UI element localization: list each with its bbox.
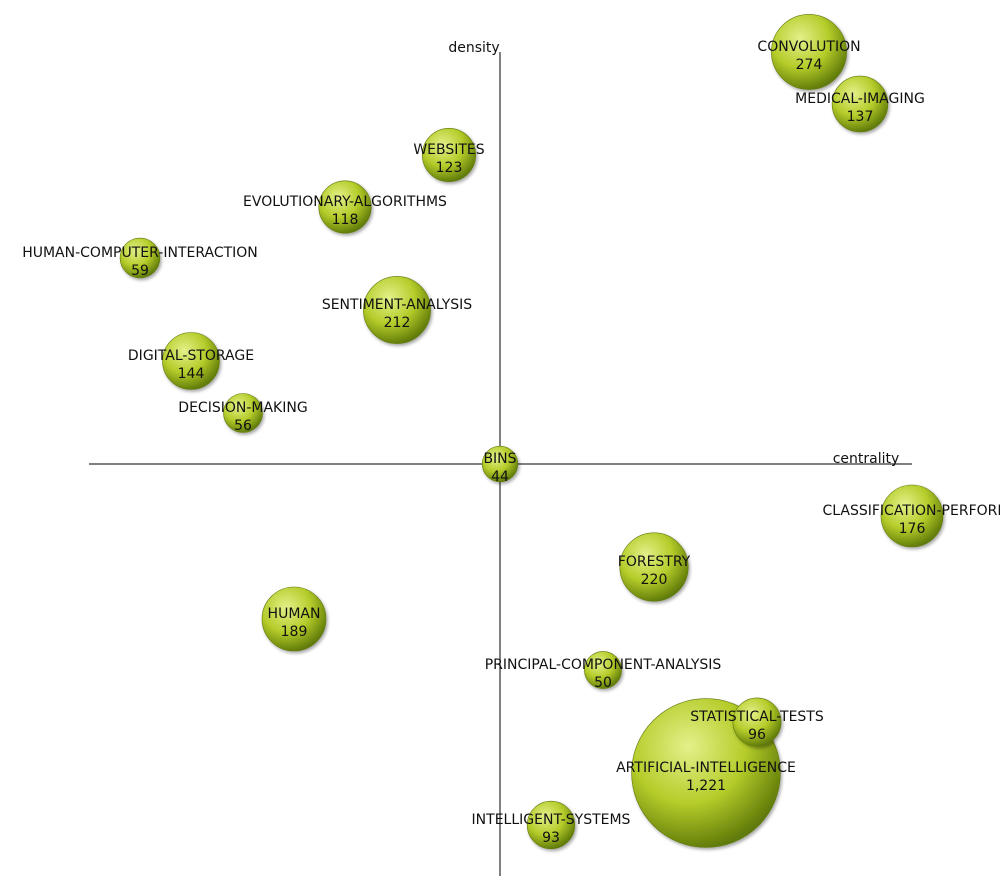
bubble-count: 59: [131, 263, 149, 279]
bubble-label: BINS: [483, 451, 516, 467]
bubble[interactable]: [119, 237, 161, 279]
bubble-count: 189: [281, 624, 308, 640]
bubble-count: 50: [594, 675, 612, 691]
bubble-label: HUMAN-COMPUTER-INTERACTION: [22, 245, 258, 261]
bubble-count: 93: [542, 830, 560, 846]
bubble-label: PRINCIPAL-COMPONENT-ANALYSIS: [485, 657, 722, 673]
bubble-label: ARTIFICIAL-INTELLIGENCE: [616, 760, 796, 776]
bubble-count: 44: [491, 469, 509, 485]
bubble-count: 144: [178, 366, 205, 382]
bubble-label: SENTIMENT-ANALYSIS: [322, 297, 472, 313]
bubble-count: 123: [436, 160, 463, 176]
bubble-label: WEBSITES: [413, 142, 484, 158]
bubble[interactable]: [318, 180, 372, 234]
bubble[interactable]: [880, 484, 944, 548]
bubble-count: 118: [332, 212, 359, 228]
bubble[interactable]: [421, 128, 476, 183]
bubble-count: 220: [641, 572, 668, 588]
bubble-count: 96: [748, 727, 766, 743]
bubble[interactable]: [223, 393, 263, 433]
bubble-label: HUMAN: [268, 606, 321, 622]
bubble[interactable]: [732, 697, 782, 747]
bubble[interactable]: [619, 532, 689, 602]
bubble-count: 176: [899, 521, 926, 537]
bubble-label: CLASSIFICATION-PERFORI: [823, 503, 1000, 519]
x-axis-label: centrality: [833, 451, 900, 467]
bubble-count: 212: [384, 315, 411, 331]
bubble-layer: CONVOLUTION 274 MEDICAL-IMAGING 137 WEBSITES…: [22, 14, 1000, 850]
bubble[interactable]: [363, 276, 431, 344]
bubble-label: INTELLIGENT-SYSTEMS: [472, 812, 631, 828]
bubble-label: CONVOLUTION: [757, 39, 860, 55]
bubble[interactable]: [584, 651, 622, 689]
bubble[interactable]: [771, 14, 847, 90]
bubble-label: STATISTICAL-TESTS: [690, 709, 824, 725]
bubble-label: MEDICAL-IMAGING: [795, 91, 925, 107]
bubble[interactable]: [831, 75, 889, 133]
bubble[interactable]: [162, 332, 220, 390]
bubble[interactable]: [526, 800, 576, 850]
bubble-count: 274: [796, 57, 823, 73]
bubble[interactable]: [261, 586, 327, 652]
y-axis-label: density: [448, 40, 499, 56]
bubble-count: 137: [847, 109, 874, 125]
bubble-label: DECISION-MAKING: [178, 400, 307, 416]
bubble-label: DIGITAL-STORAGE: [128, 348, 254, 364]
bubble-count: 56: [234, 418, 252, 434]
bubble[interactable]: [481, 445, 519, 483]
bubble-count: 1,221: [686, 778, 726, 794]
bubble-label: FORESTRY: [618, 554, 691, 570]
bubble-label: EVOLUTIONARY-ALGORITHMS: [243, 194, 447, 210]
